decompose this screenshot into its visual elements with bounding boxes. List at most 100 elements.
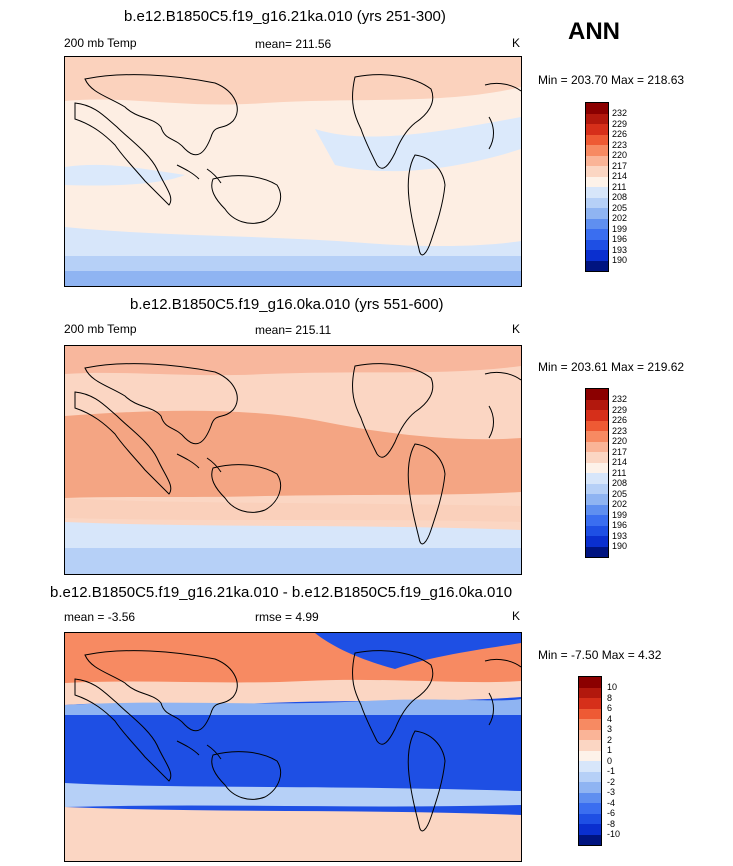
colorbar-swatch	[586, 462, 608, 473]
colorbar-swatch	[586, 187, 608, 198]
colorbar-tick-label: 205	[612, 202, 628, 213]
field-antarctic-band	[65, 548, 521, 574]
panel-1-map-svg	[65, 57, 521, 286]
colorbar-tick-label: 214	[612, 457, 628, 467]
colorbar-tick-label: 211	[612, 181, 627, 192]
colorbar-tick-label: 196	[612, 234, 628, 244]
colorbar-tick-label: 193	[612, 244, 628, 255]
colorbar-swatch	[579, 803, 601, 814]
colorbar-tick-label: 226	[612, 129, 628, 139]
colorbar-swatch	[579, 824, 601, 835]
panel-1-colorbar	[585, 102, 609, 272]
panel-1-coastlines	[74, 74, 521, 256]
colorbar-tick-label: 3	[607, 724, 613, 734]
colorbar-swatch	[586, 176, 608, 187]
field-northern-warm-band	[65, 346, 521, 376]
panel-1-variable-label: 200 mb Temp	[64, 36, 137, 50]
colorbar-tick-label: 220	[612, 150, 628, 160]
colorbar-tick-label: 199	[612, 223, 628, 234]
colorbar-swatch	[586, 260, 608, 271]
panel-2-map-svg	[65, 346, 521, 574]
colorbar-swatch	[579, 719, 601, 730]
panel-2-colorbar	[585, 388, 609, 558]
panel-2-colorbar-labels: 232 229 226 223 220 217 214 211 208 205 …	[612, 394, 627, 552]
colorbar-swatch	[579, 782, 601, 793]
colorbar-swatch	[579, 761, 601, 772]
field-northern-cool-band	[65, 699, 521, 715]
field-tropical-cool-belt	[315, 117, 521, 172]
colorbar-swatch	[586, 431, 608, 442]
colorbar-swatch	[586, 473, 608, 484]
field-tropical-cool-west	[65, 164, 185, 186]
colorbar-swatch	[586, 166, 608, 177]
colorbar-swatch	[586, 525, 608, 536]
panel-1-title: b.e12.B1850C5.f19_g16.21ka.010 (yrs 251-…	[124, 8, 446, 25]
colorbar-swatch	[586, 410, 608, 421]
colorbar-tick-label: -10	[607, 829, 621, 839]
colorbar-swatch	[586, 218, 608, 229]
colorbar-swatch	[586, 515, 608, 526]
panel-3-units-label: K	[512, 609, 521, 623]
panel-1-units-label: K	[512, 36, 521, 50]
colorbar-tick-label: 223	[612, 139, 628, 150]
panel-2-mean-label: mean= 215.11	[255, 323, 332, 337]
colorbar-tick-label: 232	[612, 394, 628, 404]
colorbar-tick-label: -1	[607, 766, 616, 776]
colorbar-tick-label: 232	[612, 108, 628, 118]
field-southern-warm-band	[65, 807, 521, 861]
panel-3-colorbar	[578, 676, 602, 846]
colorbar-tick-label: 223	[612, 425, 628, 436]
panel-3-title: b.e12.B1850C5.f19_g16.21ka.010 - b.e12.B…	[50, 584, 513, 601]
colorbar-swatch	[586, 145, 608, 156]
field-southern-warm-band	[65, 498, 521, 522]
colorbar-swatch	[586, 197, 608, 208]
colorbar-tick-label: 4	[607, 713, 613, 724]
colorbar-tick-label: 2	[607, 734, 613, 745]
colorbar-swatch	[586, 229, 608, 240]
colorbar-swatch	[579, 771, 601, 782]
field-arctic-warm	[65, 633, 521, 689]
colorbar-tick-label: 208	[612, 192, 628, 202]
panel-3-min-max: Min = -7.50 Max = 4.32	[538, 648, 662, 662]
colorbar-swatch	[586, 389, 608, 400]
colorbar-tick-label: 190	[612, 255, 628, 265]
field-antarctic-cold	[65, 271, 521, 286]
colorbar-swatch	[586, 546, 608, 557]
colorbar-tick-label: 211	[612, 467, 627, 478]
colorbar-swatch	[586, 399, 608, 410]
colorbar-tick-label: 217	[612, 446, 628, 457]
colorbar-tick-label: 202	[612, 499, 628, 509]
colorbar-swatch	[586, 155, 608, 166]
field-southern-cool-band	[65, 783, 521, 807]
colorbar-tick-label: -4	[607, 797, 616, 808]
panel-2-coastlines	[74, 363, 521, 545]
colorbar-swatch	[579, 687, 601, 698]
colorbar-swatch	[586, 483, 608, 494]
colorbar-swatch	[586, 239, 608, 250]
colorbar-swatch	[586, 250, 608, 261]
panel-3-colorbar-labels: 10 8 6 4 3 2 1 0 -1 -2 -3 -4 -6 -8 -10	[607, 682, 620, 840]
panel-1-mean-label: mean= 211.56	[255, 37, 332, 51]
colorbar-tick-label: 208	[612, 478, 628, 488]
colorbar-tick-label: -3	[607, 787, 616, 797]
field-southern-cool-band	[65, 522, 521, 548]
colorbar-swatch	[586, 124, 608, 135]
colorbar-swatch	[586, 536, 608, 547]
season-label: ANN	[568, 18, 620, 45]
colorbar-swatch	[579, 698, 601, 709]
colorbar-tick-label: 229	[612, 118, 628, 129]
colorbar-tick-label: 190	[612, 541, 628, 551]
colorbar-tick-label: -6	[607, 808, 616, 818]
colorbar-swatch	[586, 420, 608, 431]
colorbar-swatch	[579, 729, 601, 740]
colorbar-swatch	[579, 708, 601, 719]
panel-2-map	[64, 345, 522, 575]
colorbar-tick-label: 0	[607, 755, 613, 766]
colorbar-swatch	[586, 103, 608, 114]
colorbar-tick-label: 8	[607, 692, 613, 703]
colorbar-swatch	[586, 113, 608, 124]
colorbar-swatch	[586, 494, 608, 505]
panel-2-min-max: Min = 203.61 Max = 219.62	[538, 360, 685, 374]
panel-2-units-label: K	[512, 322, 521, 336]
panel-2-variable-label: 200 mb Temp	[64, 322, 137, 336]
